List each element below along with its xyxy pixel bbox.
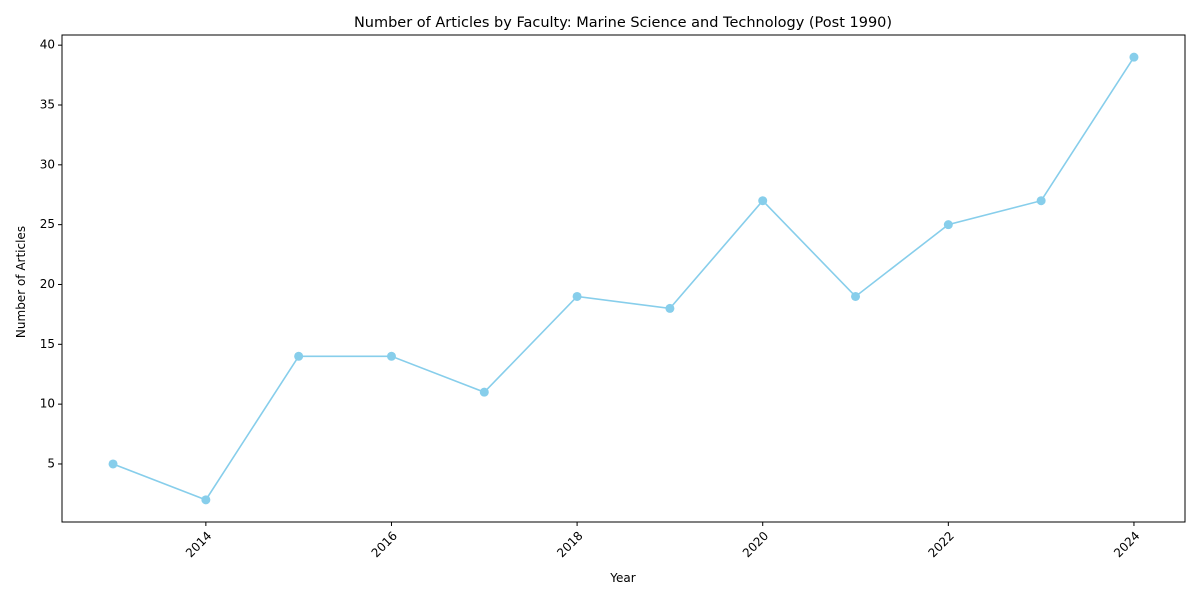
- series-line: [112, 56, 1135, 501]
- y-axis-label: Number of Articles: [14, 226, 28, 338]
- x-tick-label: 2016: [369, 529, 400, 560]
- y-tick-label: 5: [47, 456, 55, 470]
- y-tick-label: 30: [40, 157, 55, 171]
- data-point: [665, 303, 675, 313]
- data-point: [943, 220, 953, 230]
- series-layer: [108, 52, 1139, 505]
- chart-title: Number of Articles by Faculty: Marine Sc…: [354, 15, 892, 31]
- x-axis-label: Year: [609, 571, 635, 585]
- y-tick-label: 20: [40, 277, 55, 291]
- data-point: [572, 291, 582, 301]
- data-point: [479, 387, 489, 397]
- data-point: [1129, 52, 1139, 62]
- y-axis-ticks: 5 10 15 20 25 30 35 40: [40, 38, 62, 470]
- data-point: [1036, 196, 1046, 206]
- y-tick-label: 25: [40, 217, 55, 231]
- y-tick-label: 35: [40, 97, 55, 111]
- data-point: [851, 291, 861, 301]
- x-tick-label: 2024: [1111, 529, 1142, 560]
- x-tick-label: 2014: [183, 529, 214, 560]
- data-point: [758, 196, 768, 206]
- x-tick-label: 2020: [740, 529, 771, 560]
- x-axis-ticks: 2014 2016 2018 2020 2022 2024: [183, 522, 1143, 560]
- data-point: [386, 351, 396, 361]
- data-point: [294, 351, 304, 361]
- x-tick-label: 2022: [925, 529, 956, 560]
- data-point: [108, 459, 118, 469]
- plot-frame: [61, 34, 1186, 523]
- y-tick-label: 15: [40, 337, 55, 351]
- y-tick-label: 40: [40, 38, 55, 52]
- x-tick-label: 2018: [554, 529, 585, 560]
- data-point: [201, 495, 211, 505]
- y-tick-label: 10: [40, 397, 55, 411]
